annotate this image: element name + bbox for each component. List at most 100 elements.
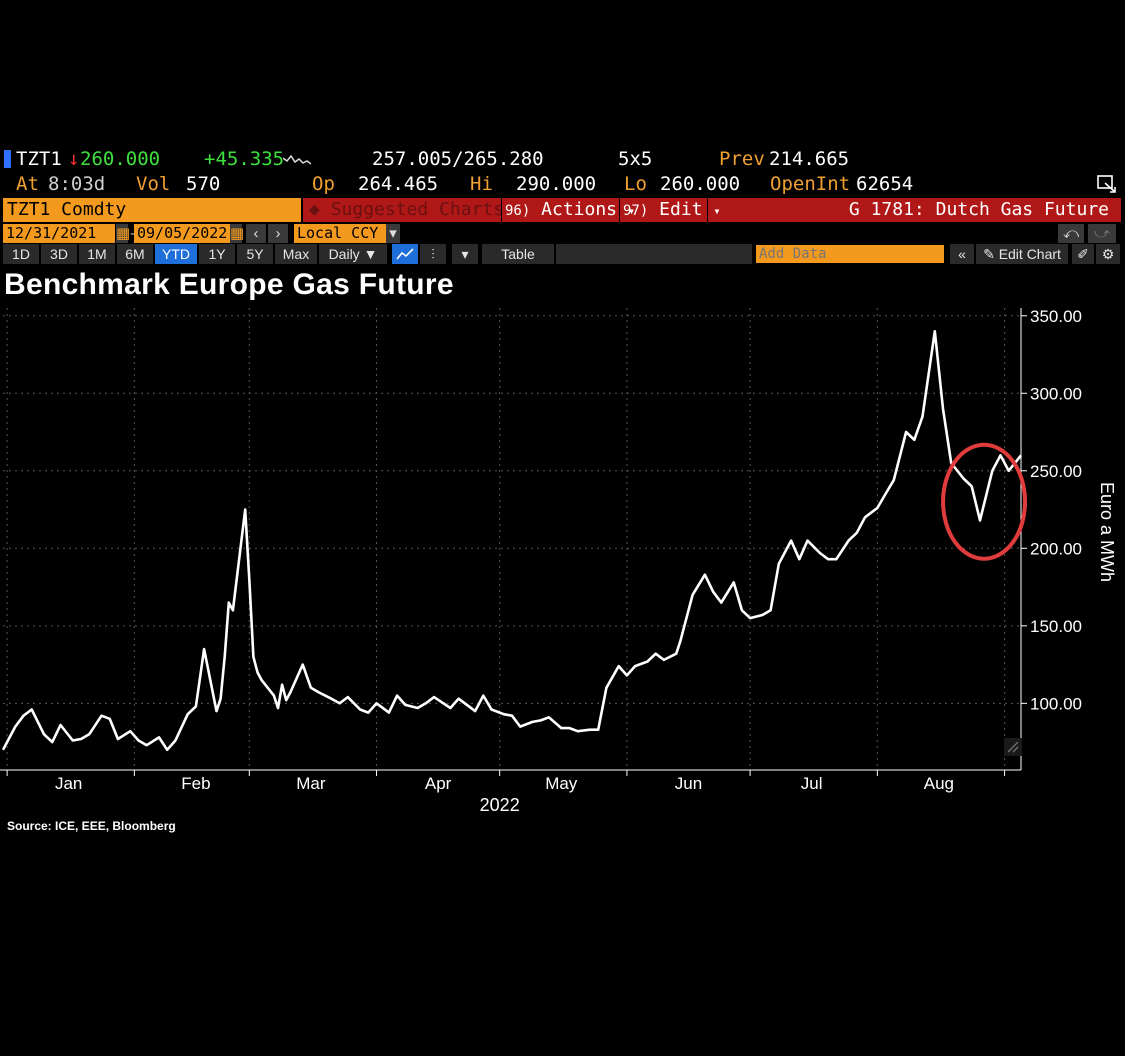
op-value: 264.465 xyxy=(358,173,439,195)
period-3d[interactable]: 3D xyxy=(41,244,77,264)
chart-toolbar: 1D 3D 1M 6M YTD 1Y 5Y Max Daily ▼ ⫶ ▾ Ta… xyxy=(0,244,1125,264)
line-chart-icon[interactable] xyxy=(392,244,418,264)
table-button[interactable]: Table xyxy=(482,244,554,264)
edit-menu[interactable]: 97) Edit ▾ xyxy=(623,198,721,223)
chart-name: G 1781: Dutch Gas Future xyxy=(848,199,1109,220)
line-chart[interactable]: 100.00 150.00 200.00 250.00 300.00 350.00 Jan… xyxy=(0,306,1125,816)
suggested-charts-label: Suggested Charts xyxy=(330,199,505,220)
openint-value: 62654 xyxy=(856,173,914,195)
at-label: At xyxy=(16,173,39,195)
x-axis: Jan Feb Mar Apr May Jun Jul Aug xyxy=(0,769,1021,793)
period-5y[interactable]: 5Y xyxy=(237,244,273,264)
vol-value: 570 xyxy=(186,173,221,195)
ticker[interactable]: TZT1 xyxy=(16,148,62,170)
x-tick-label: Jun xyxy=(675,774,702,793)
y-axis: 100.00 150.00 200.00 250.00 300.00 350.00 xyxy=(1020,307,1082,770)
x-tick-label: Aug xyxy=(924,774,954,793)
start-date-field[interactable]: 12/31/2021 xyxy=(3,224,115,243)
edit-label: Edit xyxy=(659,199,703,220)
chart-title: Benchmark Europe Gas Future xyxy=(4,268,454,301)
period-1d[interactable]: 1D xyxy=(3,244,39,264)
calendar-icon[interactable]: ▦ xyxy=(116,224,131,243)
resize-handle-icon[interactable] xyxy=(1004,738,1022,756)
y-axis-label: Euro a MWh xyxy=(1097,482,1117,582)
period-6m[interactable]: 6M xyxy=(117,244,153,264)
dropdown-icon: ▾ xyxy=(713,204,721,218)
suggested-charts-icon: ◆ xyxy=(309,199,331,220)
divider xyxy=(501,198,502,222)
quote-line: TZT1 ↓ 260.000 +45.335 257.005/265.280 5… xyxy=(0,148,1125,170)
undo-icon[interactable]: ⤺ xyxy=(1058,224,1084,243)
edit-num: 97) xyxy=(623,203,649,219)
toolbar-spacer xyxy=(556,244,752,264)
x-tick-label: May xyxy=(545,774,578,793)
period-max[interactable]: Max xyxy=(275,244,317,264)
y-tick-label: 100.00 xyxy=(1030,694,1082,713)
net-change: +45.335 xyxy=(204,148,285,170)
annotate-icon[interactable]: ✐ xyxy=(1072,244,1094,264)
hi-value: 290.000 xyxy=(516,173,597,195)
prev-label: Prev xyxy=(719,148,765,170)
divider xyxy=(619,198,620,222)
last-price: 260.000 xyxy=(80,148,161,170)
frequency-dropdown[interactable]: Daily ▼ xyxy=(319,244,387,264)
redo-icon[interactable]: ⤻ xyxy=(1088,224,1116,243)
edit-chart-label: Edit Chart xyxy=(998,246,1061,262)
stats-line: At 8:03d Vol 570 Op 264.465 Hi 290.000 L… xyxy=(0,173,1125,195)
sparkline-icon xyxy=(283,154,311,165)
prev-period-button[interactable]: ‹ xyxy=(246,224,266,243)
highlight-circle xyxy=(941,442,1028,561)
x-tick-label: Jan xyxy=(55,774,82,793)
function-bar: ◆ Suggested Charts 96) Actions ▾ 97) Edi… xyxy=(303,198,1121,222)
y-tick-label: 250.00 xyxy=(1030,462,1082,481)
vol-label: Vol xyxy=(136,173,171,195)
x-tick-label: Apr xyxy=(425,774,452,793)
chart-type-dropdown-icon[interactable]: ▾ xyxy=(452,244,478,264)
next-period-button[interactable]: › xyxy=(268,224,288,243)
op-label: Op xyxy=(312,173,335,195)
period-1m[interactable]: 1M xyxy=(79,244,115,264)
period-ytd[interactable]: YTD xyxy=(155,244,197,264)
ticker-marker xyxy=(4,150,11,168)
prev-value: 214.665 xyxy=(769,148,850,170)
x-tick-label: Feb xyxy=(181,774,210,793)
date-separator: - xyxy=(130,225,135,242)
y-tick-label: 150.00 xyxy=(1030,617,1082,636)
ohlc-chart-icon[interactable]: ⫶ xyxy=(420,244,446,264)
grid-lines xyxy=(3,308,1021,770)
x-axis-year: 2022 xyxy=(480,795,520,815)
at-time: 8:03d xyxy=(48,173,106,195)
price-line xyxy=(1,329,1023,752)
down-arrow-icon: ↓ xyxy=(68,148,80,170)
end-date-field[interactable]: 09/05/2022 xyxy=(134,224,230,243)
calendar-icon[interactable]: ▦ xyxy=(230,224,245,243)
frequency-label: Daily xyxy=(328,246,360,262)
lo-label: Lo xyxy=(624,173,647,195)
actions-menu[interactable]: 96) Actions ▾ xyxy=(505,198,635,223)
period-1y[interactable]: 1Y xyxy=(199,244,235,264)
edit-chart-button[interactable]: ✎ Edit Chart xyxy=(976,244,1068,264)
openint-label: OpenInt xyxy=(770,173,851,195)
dropdown-icon: ▼ xyxy=(363,246,378,262)
gear-icon[interactable]: ⚙ xyxy=(1096,244,1120,264)
popout-icon[interactable] xyxy=(1096,174,1118,194)
collapse-icon[interactable]: « xyxy=(950,244,974,264)
bid-ask-size: 5x5 xyxy=(618,148,653,170)
x-tick-label: Jul xyxy=(801,774,823,793)
y-tick-label: 300.00 xyxy=(1030,384,1082,403)
currency-field[interactable]: Local CCY xyxy=(294,224,386,243)
add-data-input[interactable] xyxy=(756,245,944,263)
hi-label: Hi xyxy=(470,173,493,195)
y-tick-label: 350.00 xyxy=(1030,307,1082,326)
security-field[interactable]: TZT1 Comdty xyxy=(3,198,301,222)
actions-num: 96) xyxy=(505,203,531,219)
actions-label: Actions xyxy=(541,199,617,220)
pencil-icon: ✎ xyxy=(983,246,995,262)
bid-ask: 257.005/265.280 xyxy=(372,148,544,170)
divider xyxy=(707,198,708,222)
currency-dropdown-icon[interactable]: ▾ xyxy=(386,224,400,243)
dropdown-icon: ▾ xyxy=(627,204,636,218)
x-tick-label: Mar xyxy=(296,774,326,793)
lo-value: 260.000 xyxy=(660,173,741,195)
suggested-charts-button[interactable]: ◆ Suggested Charts xyxy=(309,198,504,222)
